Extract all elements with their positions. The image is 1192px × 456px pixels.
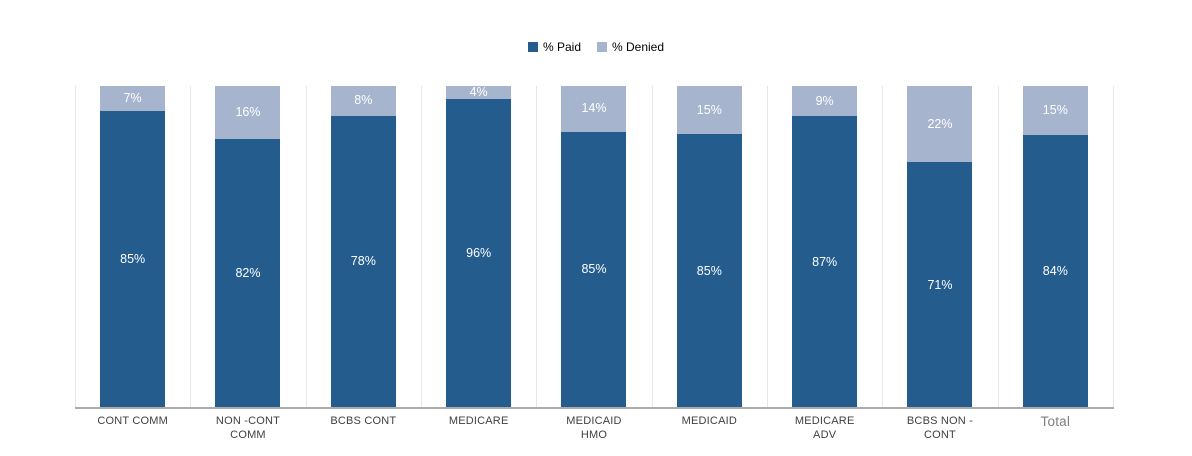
bar-column-cont-comm: 7% 85% xyxy=(75,86,190,408)
stacked-bar: 16% 82% xyxy=(215,86,281,408)
denied-segment: 15% xyxy=(1022,86,1088,135)
bar-column-medicaid: 15% 85% xyxy=(652,86,767,408)
x-axis-label-line: BCBS NON - xyxy=(906,415,974,427)
vertical-gridline xyxy=(75,86,76,408)
denied-segment: 4% xyxy=(446,84,512,99)
denied-value-label: 8% xyxy=(354,93,373,108)
x-axis-label-line: CONT xyxy=(924,429,956,441)
paid-value-label: 85% xyxy=(696,263,722,278)
bar-column-non-cont-comm: 16% 82% xyxy=(190,86,305,408)
x-axis-label-line: CONT COMM xyxy=(97,415,168,427)
x-axis-label: BCBS CONT xyxy=(306,414,421,428)
stacked-bar: 4% 96% xyxy=(446,84,512,408)
x-axis-label-line: ADV xyxy=(813,429,837,441)
paid-value-label: 71% xyxy=(927,277,953,292)
stacked-bar: 7% 85% xyxy=(100,86,166,408)
vertical-gridline xyxy=(421,86,422,408)
stacked-bar: 9% 87% xyxy=(792,86,858,408)
denied-value-label: 4% xyxy=(469,84,488,99)
bar-column-medicare: 4% 96% xyxy=(421,84,536,408)
vertical-gridline xyxy=(998,86,999,408)
legend-item-denied: % Denied xyxy=(597,40,664,54)
bar-column-total: 15% 84% xyxy=(998,86,1113,408)
vertical-gridline xyxy=(190,86,191,408)
denied-swatch-icon xyxy=(597,42,607,52)
paid-swatch-icon xyxy=(527,42,538,52)
vertical-gridline xyxy=(767,86,768,408)
x-axis-label-line: COMM xyxy=(230,429,266,441)
paid-value-label: 84% xyxy=(1042,263,1068,278)
stacked-bar: 8% 78% xyxy=(330,86,396,408)
x-axis-label: MEDICAID HMO xyxy=(536,414,651,442)
stacked-bar: 14% 85% xyxy=(561,86,627,408)
paid-segment: 82% xyxy=(215,138,281,408)
bar-column-bcbs-cont: 8% 78% xyxy=(306,86,421,408)
bar-column-medicare-adv: 9% 87% xyxy=(767,86,882,408)
paid-value-label: 96% xyxy=(466,245,492,260)
x-axis-label-line: MEDICARE xyxy=(794,415,855,427)
vertical-gridline xyxy=(536,86,537,408)
stacked-bar: 15% 85% xyxy=(676,86,742,408)
denied-segment: 14% xyxy=(561,86,627,132)
denied-value-label: 16% xyxy=(235,104,261,119)
denied-segment: 8% xyxy=(330,86,396,116)
vertical-gridline xyxy=(1113,86,1114,408)
paid-value-label: 78% xyxy=(350,254,376,269)
denied-value-label: 9% xyxy=(815,93,834,108)
denied-value-label: 22% xyxy=(927,116,953,131)
vertical-gridline xyxy=(882,86,883,408)
paid-segment: 85% xyxy=(100,110,166,408)
legend-paid-label: % Paid xyxy=(542,40,581,54)
paid-value-label: 82% xyxy=(235,265,261,280)
denied-value-label: 7% xyxy=(123,90,142,105)
paid-value-label: 87% xyxy=(812,254,838,269)
x-axis-line xyxy=(75,407,1114,409)
bar-column-bcbs-non-cont: 22% 71% xyxy=(882,86,997,408)
x-axis-label: MEDICAID xyxy=(652,414,767,428)
paid-value-label: 85% xyxy=(581,262,607,277)
paid-segment: 87% xyxy=(792,116,858,408)
x-axis-label: MEDICARE xyxy=(421,414,536,428)
paid-segment: 78% xyxy=(330,115,396,408)
denied-value-label: 15% xyxy=(1042,102,1068,117)
legend-denied-label: % Denied xyxy=(612,40,665,54)
x-axis-label-line: MEDICAID xyxy=(566,415,622,427)
x-axis-label-line: BCBS CONT xyxy=(330,415,397,427)
x-axis-label: BCBS NON - CONT xyxy=(882,414,997,442)
x-axis-label-line: Total xyxy=(1040,414,1071,429)
chart-legend: % Paid % Denied xyxy=(0,40,1192,54)
stacked-bar: 22% 71% xyxy=(907,86,973,408)
x-axis-label-line: MEDICARE xyxy=(448,415,509,427)
denied-segment: 15% xyxy=(676,86,742,135)
paid-segment: 96% xyxy=(446,98,512,408)
denied-segment: 9% xyxy=(792,86,858,117)
paid-segment: 71% xyxy=(907,162,973,408)
paid-segment: 84% xyxy=(1022,134,1088,408)
paid-segment: 85% xyxy=(561,131,627,408)
x-axis-label-line: HMO xyxy=(580,429,608,441)
x-axis-label: CONT COMM xyxy=(75,414,190,428)
vertical-gridline xyxy=(652,86,653,408)
legend-item-paid: % Paid xyxy=(527,40,581,54)
x-axis-label: NON -CONT COMM xyxy=(190,414,305,442)
x-axis-label: MEDICARE ADV xyxy=(767,414,882,442)
stacked-bar: 15% 84% xyxy=(1022,86,1088,408)
x-axis-label: Total xyxy=(998,414,1113,430)
paid-segment: 85% xyxy=(676,134,742,408)
bar-column-medicaid-hmo: 14% 85% xyxy=(536,86,651,408)
plot-area: 7% 85% 16% 82% 8% 78% 4% 96% 14% 85% 15% 85% 9% 87% 22… xyxy=(75,84,1114,408)
denied-value-label: 14% xyxy=(581,101,607,116)
paid-value-label: 85% xyxy=(120,251,146,266)
x-axis-labels: CONT COMM NON -CONT COMM BCBS CONT MEDICARE M… xyxy=(75,414,1113,448)
vertical-gridline xyxy=(306,86,307,408)
x-axis-label-line: MEDICAID xyxy=(681,415,738,427)
denied-segment: 7% xyxy=(100,86,166,111)
denied-segment: 16% xyxy=(215,86,281,139)
denied-value-label: 15% xyxy=(696,102,722,117)
denied-segment: 22% xyxy=(907,86,973,163)
x-axis-label-line: NON -CONT xyxy=(215,415,281,427)
